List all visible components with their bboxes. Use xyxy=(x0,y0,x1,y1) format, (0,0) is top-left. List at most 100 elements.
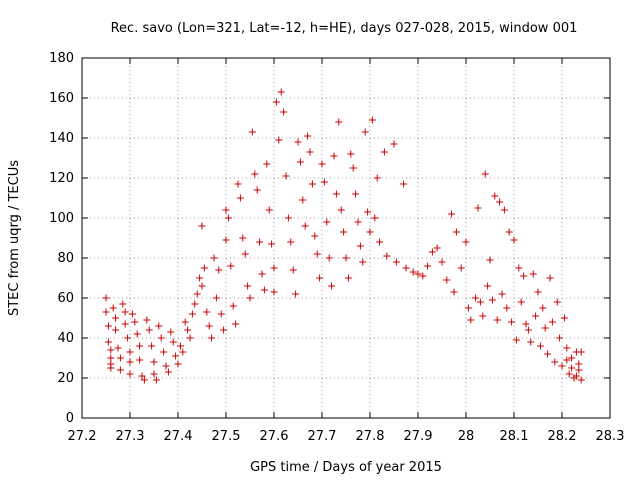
data-point xyxy=(198,222,206,230)
data-point xyxy=(563,356,571,364)
data-point xyxy=(467,316,475,324)
data-point xyxy=(524,326,532,334)
data-point xyxy=(409,268,417,276)
data-point xyxy=(380,148,388,156)
data-point xyxy=(172,352,180,360)
data-point xyxy=(176,342,184,350)
data-point xyxy=(498,290,506,298)
data-point xyxy=(340,228,348,236)
data-point xyxy=(450,288,458,296)
data-point xyxy=(220,326,228,334)
data-point xyxy=(289,266,297,274)
x-tick-label: 27.3 xyxy=(116,429,145,444)
x-tick-label: 27.8 xyxy=(356,429,385,444)
data-point xyxy=(133,330,141,338)
data-point xyxy=(476,298,484,306)
data-point xyxy=(546,274,554,282)
data-point xyxy=(486,256,494,264)
data-point xyxy=(318,160,326,168)
y-tick-label: 120 xyxy=(49,171,74,186)
data-point xyxy=(294,138,302,146)
data-point xyxy=(253,186,261,194)
data-point xyxy=(354,218,362,226)
data-point xyxy=(248,128,256,136)
data-point xyxy=(282,172,290,180)
x-tick-label: 27.9 xyxy=(404,429,433,444)
data-point xyxy=(323,218,331,226)
data-point xyxy=(544,350,552,358)
y-axis-label: STEC from uqrg / TECUs xyxy=(7,160,22,316)
data-point xyxy=(299,196,307,204)
data-point xyxy=(150,358,158,366)
data-point xyxy=(131,318,139,326)
data-point xyxy=(577,348,585,356)
data-point xyxy=(275,136,283,144)
data-point xyxy=(121,320,129,328)
data-point xyxy=(217,310,225,318)
data-point xyxy=(472,294,480,302)
data-point xyxy=(313,250,321,258)
y-tick-label: 40 xyxy=(57,331,74,346)
data-point xyxy=(366,228,374,236)
data-point xyxy=(553,298,561,306)
data-point xyxy=(152,376,160,384)
data-point xyxy=(258,270,266,278)
data-point xyxy=(575,366,583,374)
data-point xyxy=(229,302,237,310)
x-tick-label: 27.7 xyxy=(308,429,337,444)
data-point xyxy=(188,310,196,318)
data-point xyxy=(352,190,360,198)
data-point xyxy=(532,312,540,320)
data-point xyxy=(270,264,278,272)
data-point xyxy=(203,308,211,316)
data-point xyxy=(311,232,319,240)
data-point xyxy=(167,328,175,336)
data-point xyxy=(575,360,583,368)
data-point xyxy=(236,194,244,202)
data-point xyxy=(121,308,129,316)
x-tick-label: 28.2 xyxy=(548,429,577,444)
data-point xyxy=(356,242,364,250)
data-point xyxy=(551,358,559,366)
data-point xyxy=(128,310,136,318)
data-point xyxy=(474,204,482,212)
data-point xyxy=(169,338,177,346)
x-tick-label: 28.1 xyxy=(500,429,529,444)
data-point xyxy=(116,354,124,362)
y-tick-label: 160 xyxy=(49,91,74,106)
x-tick-label: 27.5 xyxy=(212,429,241,444)
data-point xyxy=(196,274,204,282)
data-point xyxy=(491,192,499,200)
data-point xyxy=(136,342,144,350)
data-point xyxy=(376,238,384,246)
data-point xyxy=(349,164,357,172)
data-point xyxy=(306,148,314,156)
data-point xyxy=(541,324,549,332)
data-point xyxy=(246,294,254,302)
data-point xyxy=(138,372,146,380)
data-point xyxy=(179,348,187,356)
data-point xyxy=(500,206,508,214)
data-point xyxy=(344,274,352,282)
data-point xyxy=(510,236,518,244)
data-point xyxy=(548,318,556,326)
data-point xyxy=(462,238,470,246)
data-point xyxy=(520,272,528,280)
data-point xyxy=(256,238,264,246)
data-point xyxy=(517,298,525,306)
data-point xyxy=(433,244,441,252)
data-point xyxy=(210,254,218,262)
data-point xyxy=(181,318,189,326)
data-point xyxy=(296,158,304,166)
data-point xyxy=(527,338,535,346)
data-point xyxy=(529,270,537,278)
data-point xyxy=(136,356,144,364)
data-point xyxy=(373,174,381,182)
data-point xyxy=(568,364,576,372)
data-point xyxy=(414,270,422,278)
x-tick-label: 28 xyxy=(458,429,475,444)
data-point xyxy=(265,206,273,214)
data-point xyxy=(284,214,292,222)
data-point xyxy=(126,370,134,378)
data-point xyxy=(572,372,580,380)
